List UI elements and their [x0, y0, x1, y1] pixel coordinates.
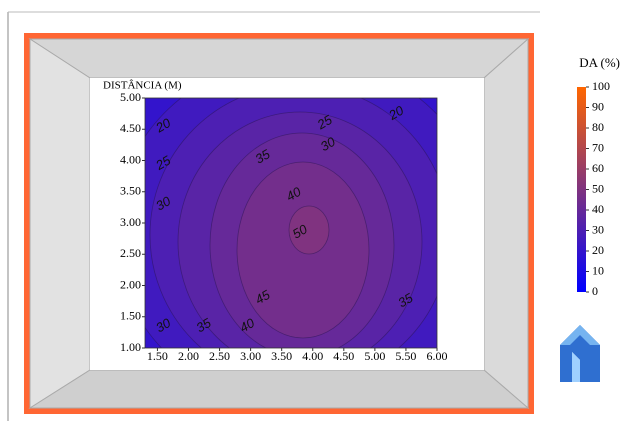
- wall: [484, 39, 528, 408]
- colorbar-tick-label: 30: [592, 222, 604, 236]
- colorbar-tick-label: 20: [592, 243, 604, 257]
- logo: [560, 325, 600, 382]
- colorbar-tick-label: 50: [592, 181, 604, 195]
- colorbar-tick-label: 90: [592, 99, 604, 113]
- colorbar-tick-label: 40: [592, 202, 604, 216]
- y-tick-label: 4.00: [120, 152, 141, 166]
- y-axis-label: DISTÂNCIA (M): [103, 80, 182, 92]
- chart: DISTÂNCIA (M) DA (%) 2020252530303535404…: [0, 0, 628, 421]
- wall: [30, 370, 528, 408]
- wall: [30, 39, 528, 78]
- y-tick-label: 2.00: [120, 277, 141, 291]
- page: DISTÂNCIA (M) DA (%) 2020252530303535404…: [0, 0, 628, 421]
- colorbar-title: DA (%): [579, 55, 620, 70]
- y-tick-label: 3.50: [120, 184, 141, 198]
- y-tick-label: 2.50: [120, 246, 141, 260]
- colorbar-tick-label: 70: [592, 140, 604, 154]
- colorbar-tick-label: 60: [592, 161, 604, 175]
- colorbar-tick-label: 80: [592, 120, 604, 134]
- colorbar-tick-label: 100: [592, 79, 610, 93]
- colorbar: [577, 87, 586, 292]
- y-tick-label: 1.00: [120, 340, 141, 354]
- y-tick-label: 5.00: [120, 90, 141, 104]
- y-tick-label: 1.50: [120, 309, 141, 323]
- y-tick-label: 4.50: [120, 121, 141, 135]
- y-tick-label: 3.00: [120, 215, 141, 229]
- wall: [30, 39, 90, 408]
- colorbar-tick-label: 10: [592, 263, 604, 277]
- colorbar-tick-label: 0: [592, 284, 598, 298]
